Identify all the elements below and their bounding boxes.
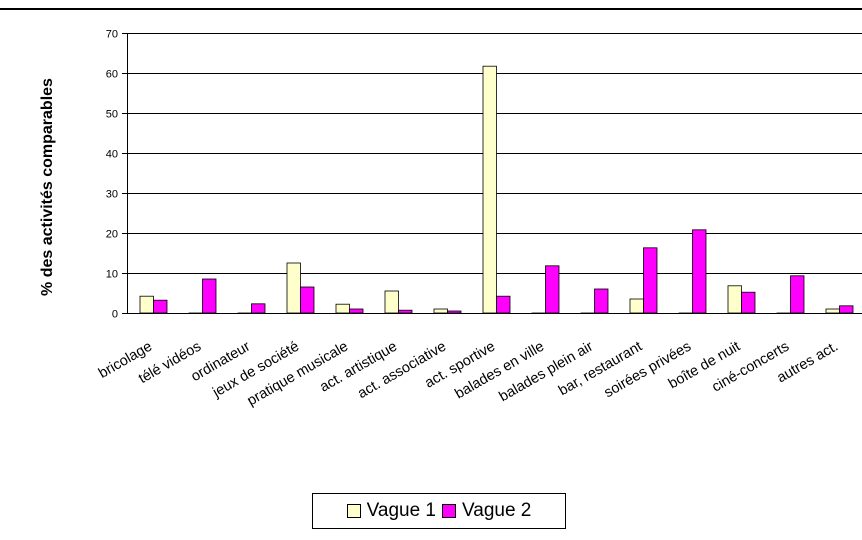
bar-2-13 [741, 291, 756, 314]
bar-1-1 [139, 295, 154, 314]
bar-2-6 [398, 309, 413, 314]
bar-2-9 [545, 265, 560, 314]
legend-label-vague-2: Vague 2 [462, 500, 532, 521]
bar-1-6 [384, 290, 399, 314]
y-axis-label: % des activités comparables [39, 78, 56, 296]
y-tick-label: 10 [106, 269, 118, 281]
legend-label-vague-1: Vague 1 [366, 500, 436, 521]
bar-2-11 [643, 247, 658, 314]
legend-item-vague-2: Vague 2 [442, 500, 531, 522]
y-tick-label: 60 [106, 69, 118, 81]
bar-2-4 [300, 286, 315, 314]
y-tick-label: 40 [106, 149, 118, 161]
y-tick-label: 20 [106, 229, 118, 241]
legend-swatch-vague-1 [346, 504, 361, 518]
bar-1-7 [433, 308, 448, 314]
bar-2-5 [349, 308, 364, 314]
bar-2-12 [692, 229, 707, 314]
bar-1-8 [482, 65, 497, 314]
bar-2-1 [153, 299, 168, 314]
y-tick-labels: 0 10 20 30 40 50 60 70 [106, 29, 118, 321]
bar-1-15 [825, 308, 840, 314]
bars [139, 65, 854, 314]
y-tick-label: 50 [106, 109, 118, 121]
bar-2-15 [839, 305, 854, 314]
y-tick-label: 70 [106, 29, 118, 41]
bar-2-3 [251, 303, 266, 314]
legend: Vague 1 Vague 2 [312, 493, 566, 529]
bar-1-11 [629, 298, 644, 314]
legend-swatch-vague-2 [442, 504, 456, 518]
bar-2-8 [496, 295, 511, 314]
bar-1-13 [727, 285, 742, 314]
bar-2-10 [594, 288, 609, 314]
bar-2-14 [790, 275, 805, 314]
bar-1-5 [335, 303, 350, 314]
bar-1-4 [286, 262, 301, 314]
y-tick-label: 0 [112, 309, 118, 321]
axes [122, 33, 862, 314]
legend-item-vague-1: Vague 1 [346, 500, 436, 522]
y-tick-label: 30 [106, 189, 118, 201]
bar-2-7 [447, 310, 462, 314]
bar-2-2 [202, 278, 217, 314]
